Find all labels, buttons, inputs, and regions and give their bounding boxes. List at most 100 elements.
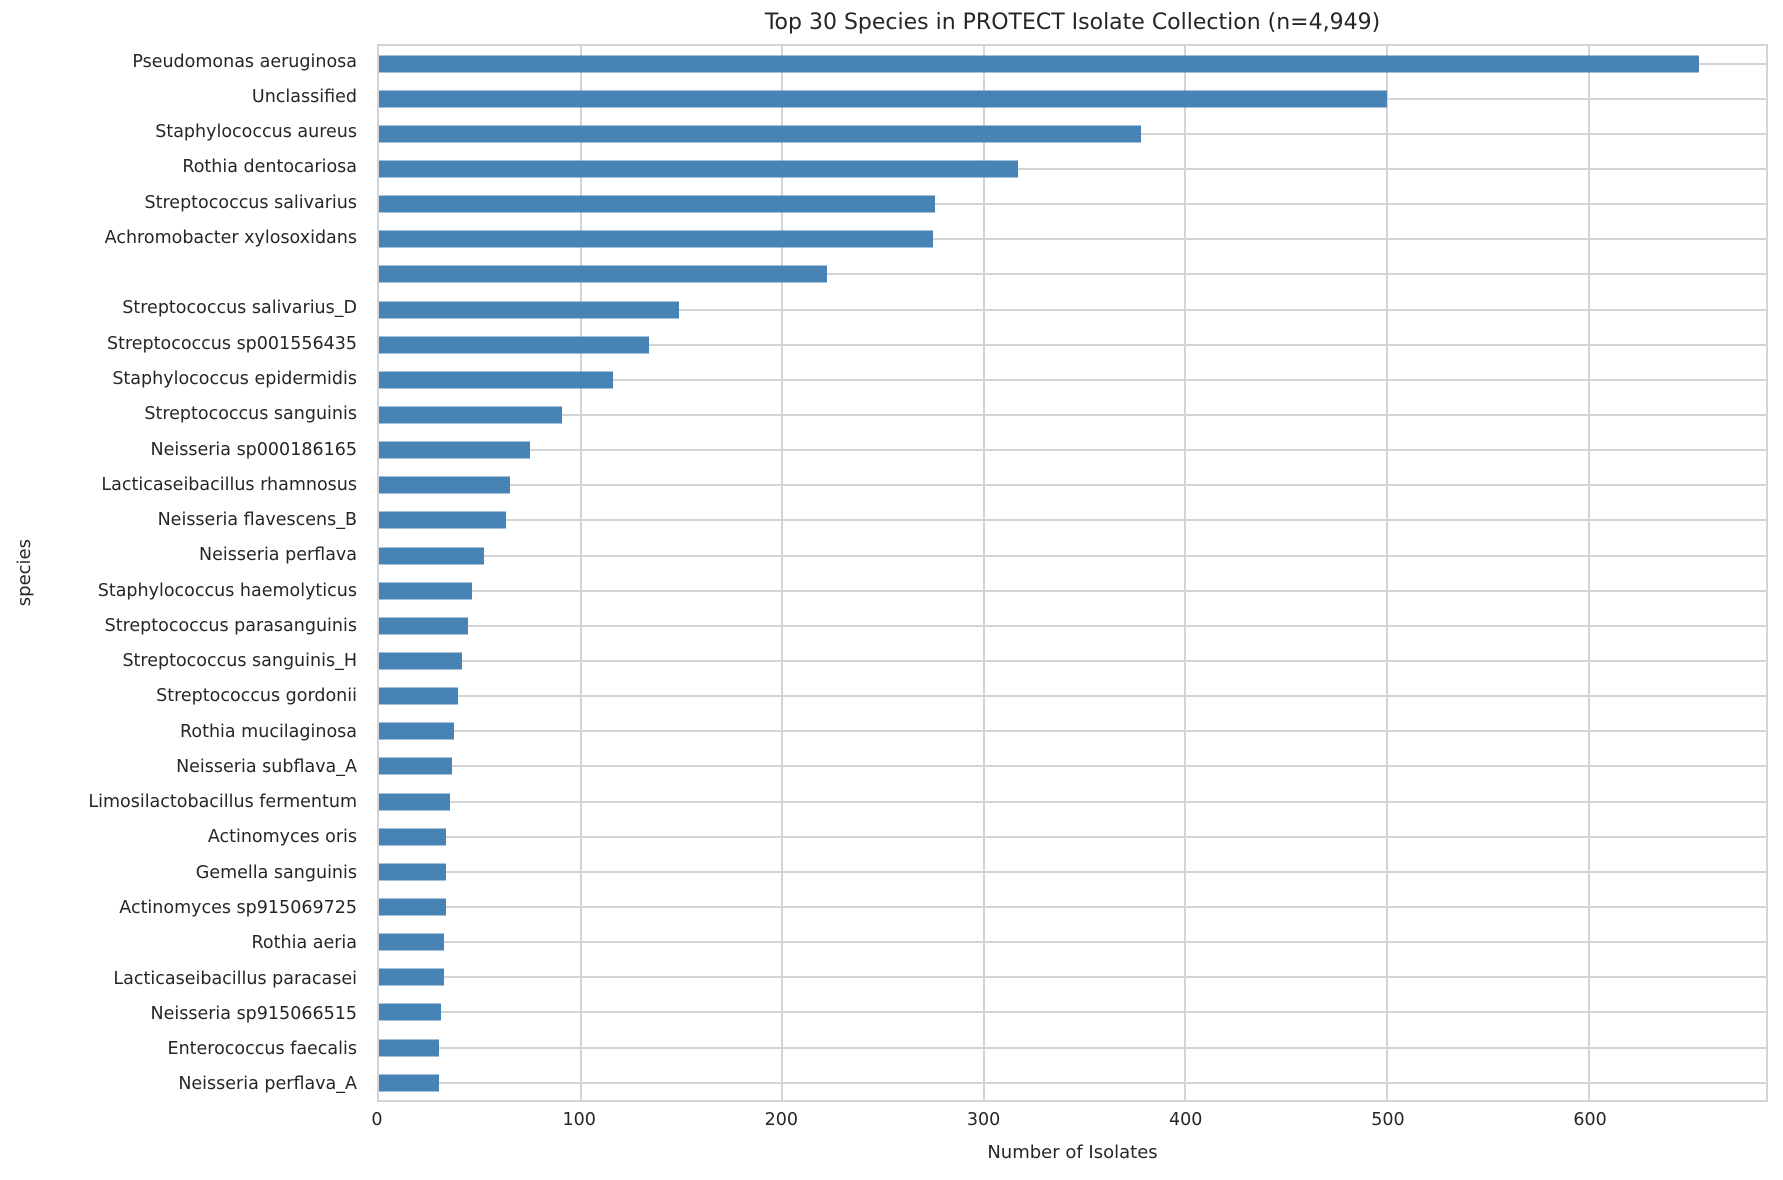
bar-row	[379, 362, 1766, 397]
species-bar	[379, 968, 444, 986]
bar-row	[379, 889, 1766, 924]
gridline-y	[379, 167, 1766, 170]
gridline-x-500	[1385, 46, 1388, 1100]
x-tick-label: 0	[371, 1110, 383, 1130]
y-tick-label: Neisseria sp915066515	[150, 1003, 358, 1024]
bar-row	[379, 854, 1766, 889]
gridline-y	[379, 308, 1766, 311]
y-tick-label: Streptococcus salivarius	[144, 192, 357, 213]
species-bar	[379, 617, 468, 635]
species-bar	[379, 336, 650, 354]
gridline-y	[379, 870, 1766, 873]
y-tick-label: Rothia aeria	[251, 933, 357, 954]
bar-row	[379, 503, 1766, 538]
y-tick-label: Rothia dentocariosa	[182, 157, 357, 178]
bar-row	[379, 749, 1766, 784]
x-tick-label: 600	[1573, 1110, 1607, 1130]
bar-row	[379, 257, 1766, 292]
bar-row	[379, 573, 1766, 608]
bar-row	[379, 116, 1766, 151]
species-bar	[379, 547, 484, 565]
species-bar	[379, 441, 531, 459]
y-tick-label: Neisseria subflava_A	[176, 756, 357, 777]
y-tick-label: Streptococcus parasanguinis	[104, 615, 357, 636]
gridline-y	[379, 1081, 1766, 1084]
y-tick-label: Unclassified	[251, 86, 357, 107]
x-tick-label: 200	[764, 1110, 799, 1130]
species-bar	[379, 406, 563, 424]
gridline-x-600	[1587, 46, 1590, 1100]
gridline-y	[379, 624, 1766, 627]
y-tick-label: Staphylococcus aureus	[155, 122, 357, 143]
y-tick-label: Enterococcus faecalis	[167, 1039, 357, 1060]
species-bar	[379, 1003, 442, 1021]
gridline-y	[379, 273, 1766, 276]
gridline-y	[379, 1011, 1766, 1014]
species-bar	[379, 1039, 440, 1056]
bar-row	[379, 608, 1766, 643]
bar-row	[379, 925, 1766, 960]
gridline-y	[379, 343, 1766, 346]
y-tick-label: Pseudomonas aeruginosa	[132, 51, 357, 72]
species-bar	[379, 476, 511, 494]
gridline-y	[379, 765, 1766, 768]
y-tick-label: Achromobacter xylosoxidans	[104, 227, 357, 248]
y-tick-label	[0, 256, 367, 291]
bar-row	[379, 397, 1766, 432]
species-bar	[379, 90, 1387, 108]
x-tick-label: 500	[1371, 1110, 1405, 1130]
y-tick-label: Lacticaseibacillus paracasei	[113, 968, 357, 989]
bar-row	[379, 1065, 1766, 1100]
species-bar	[379, 863, 446, 881]
bar-row	[379, 187, 1766, 222]
bar-row	[379, 1030, 1766, 1065]
species-bar	[379, 1074, 440, 1092]
plot-area	[377, 44, 1768, 1102]
bar-row	[379, 784, 1766, 819]
chart-title: Top 30 Species in PROTECT Isolate Collec…	[764, 10, 1381, 35]
gridline-y	[379, 589, 1766, 592]
y-tick-label: Actinomyces oris	[207, 827, 357, 848]
gridline-y	[379, 238, 1766, 241]
species-bar	[379, 55, 1700, 73]
gridline-x-300	[982, 46, 985, 1100]
y-tick-label: Limosilactobacillus fermentum	[88, 792, 357, 813]
y-tick-label: Streptococcus sanguinis	[144, 404, 357, 425]
bar-row	[379, 151, 1766, 186]
species-bar	[379, 793, 450, 811]
y-tick-label: Lacticaseibacillus rhamnosus	[101, 474, 357, 495]
y-tick-label: Neisseria perflava_A	[178, 1074, 357, 1095]
species-bar	[379, 265, 827, 283]
y-tick-label: Gemella sanguinis	[195, 862, 357, 883]
bar-row	[379, 222, 1766, 257]
gridline-y	[379, 695, 1766, 698]
gridline-y	[379, 941, 1766, 944]
species-bar	[379, 722, 454, 740]
gridline-y	[379, 835, 1766, 838]
species-bar	[379, 195, 936, 213]
species-bar	[379, 230, 934, 248]
bar-row	[379, 81, 1766, 116]
species-bar	[379, 582, 472, 600]
gridline-y	[379, 378, 1766, 381]
y-tick-label: Streptococcus gordonii	[156, 686, 357, 707]
bar-row	[379, 995, 1766, 1030]
bar-rows	[379, 46, 1766, 1100]
x-tick-label: 100	[562, 1110, 596, 1130]
bar-row	[379, 643, 1766, 678]
y-tick-label: Rothia mucilaginosa	[180, 721, 357, 742]
gridline-y	[379, 413, 1766, 416]
gridline-y	[379, 1046, 1766, 1049]
x-tick-labels: 0 100 200 300 400 500 600	[371, 1110, 1768, 1136]
gridline-y	[379, 449, 1766, 452]
gridline-y	[379, 519, 1766, 522]
y-tick-label: Staphylococcus epidermidis	[112, 369, 357, 390]
gridline-y	[379, 800, 1766, 803]
species-bar	[379, 371, 613, 389]
bar-row	[379, 327, 1766, 362]
species-bar	[379, 125, 1142, 143]
bar-row	[379, 433, 1766, 468]
bar-row	[379, 468, 1766, 503]
species-bar	[379, 301, 680, 319]
y-tick-label: Neisseria flavescens_B	[157, 510, 357, 531]
